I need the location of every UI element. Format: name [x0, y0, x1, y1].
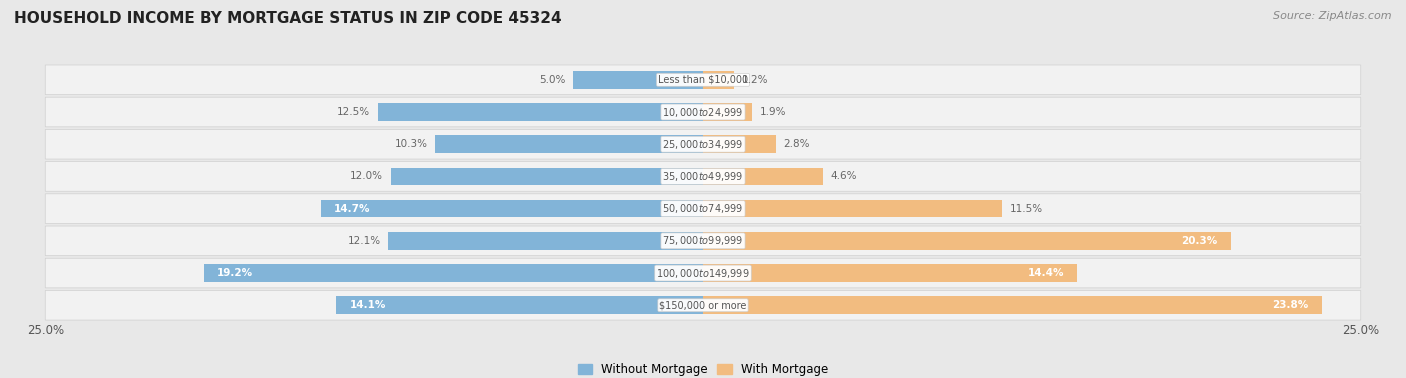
Text: 14.7%: 14.7%	[333, 204, 370, 214]
Text: $100,000 to $149,999: $100,000 to $149,999	[657, 266, 749, 280]
Text: 4.6%: 4.6%	[831, 172, 856, 181]
Bar	[703, 264, 1077, 282]
Text: $150,000 or more: $150,000 or more	[659, 300, 747, 310]
Text: 2.8%: 2.8%	[783, 139, 810, 149]
Bar	[391, 167, 703, 185]
Bar	[703, 232, 1230, 250]
Legend: Without Mortgage, With Mortgage: Without Mortgage, With Mortgage	[578, 363, 828, 376]
Text: 12.1%: 12.1%	[347, 236, 381, 246]
Text: 23.8%: 23.8%	[1272, 300, 1309, 310]
FancyBboxPatch shape	[45, 97, 1361, 127]
Text: 25.0%: 25.0%	[27, 324, 65, 337]
Bar	[378, 103, 703, 121]
FancyBboxPatch shape	[45, 226, 1361, 256]
Text: $75,000 to $99,999: $75,000 to $99,999	[662, 234, 744, 247]
Bar	[574, 71, 703, 89]
Text: 10.3%: 10.3%	[395, 139, 427, 149]
FancyBboxPatch shape	[45, 65, 1361, 94]
Bar	[703, 167, 823, 185]
Text: 1.2%: 1.2%	[742, 75, 769, 85]
Bar	[703, 200, 1002, 217]
Text: 5.0%: 5.0%	[538, 75, 565, 85]
Bar	[703, 71, 734, 89]
Text: Source: ZipAtlas.com: Source: ZipAtlas.com	[1274, 11, 1392, 21]
FancyBboxPatch shape	[45, 194, 1361, 223]
Bar	[204, 264, 703, 282]
Bar	[436, 135, 703, 153]
Text: 25.0%: 25.0%	[1341, 324, 1379, 337]
Text: Less than $10,000: Less than $10,000	[658, 75, 748, 85]
Bar	[703, 296, 1322, 314]
Bar	[703, 135, 776, 153]
Text: 12.0%: 12.0%	[350, 172, 384, 181]
Text: 14.4%: 14.4%	[1028, 268, 1064, 278]
Text: HOUSEHOLD INCOME BY MORTGAGE STATUS IN ZIP CODE 45324: HOUSEHOLD INCOME BY MORTGAGE STATUS IN Z…	[14, 11, 561, 26]
FancyBboxPatch shape	[45, 129, 1361, 159]
Text: 20.3%: 20.3%	[1181, 236, 1218, 246]
Bar	[336, 296, 703, 314]
Text: $50,000 to $74,999: $50,000 to $74,999	[662, 202, 744, 215]
Text: 19.2%: 19.2%	[217, 268, 253, 278]
FancyBboxPatch shape	[45, 162, 1361, 191]
Text: 1.9%: 1.9%	[761, 107, 787, 117]
FancyBboxPatch shape	[45, 258, 1361, 288]
Text: 12.5%: 12.5%	[337, 107, 370, 117]
Text: $10,000 to $24,999: $10,000 to $24,999	[662, 105, 744, 119]
Text: $25,000 to $34,999: $25,000 to $34,999	[662, 138, 744, 151]
Text: 14.1%: 14.1%	[350, 300, 385, 310]
Text: 11.5%: 11.5%	[1010, 204, 1043, 214]
Bar	[321, 200, 703, 217]
Text: $35,000 to $49,999: $35,000 to $49,999	[662, 170, 744, 183]
Bar	[703, 103, 752, 121]
Bar	[388, 232, 703, 250]
FancyBboxPatch shape	[45, 290, 1361, 320]
